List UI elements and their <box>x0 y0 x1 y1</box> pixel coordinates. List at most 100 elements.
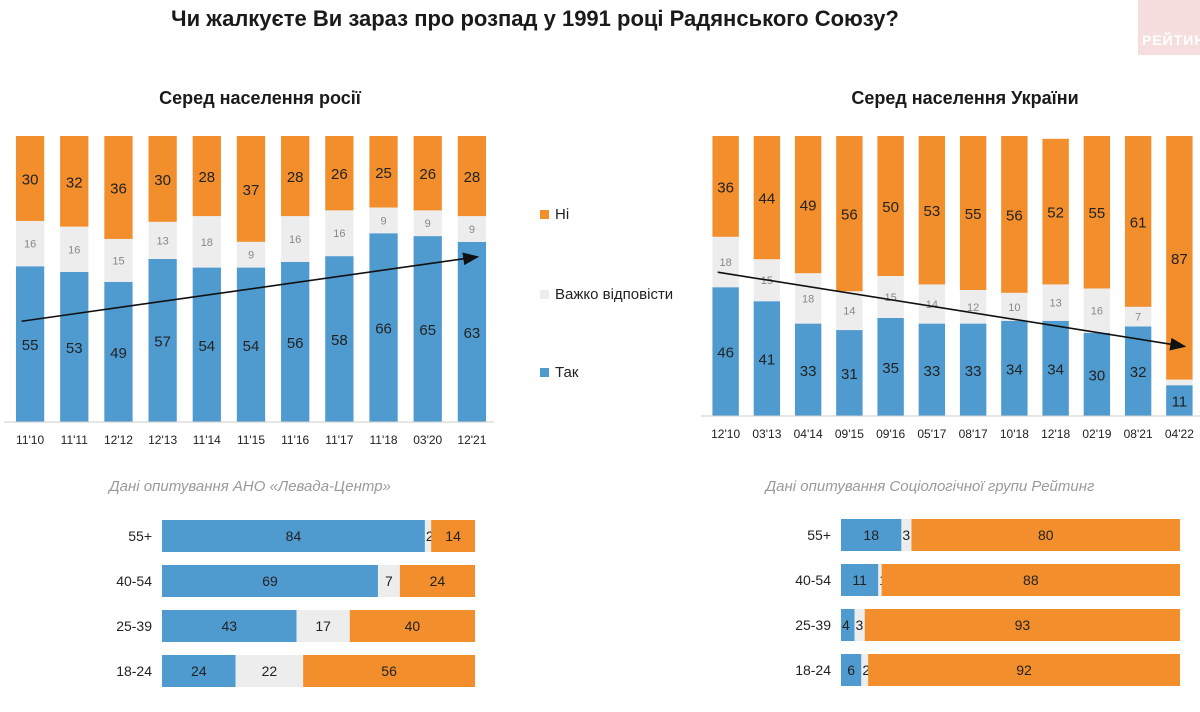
ukraine-bar-hard <box>1042 284 1069 321</box>
ukraine-bar-yes <box>918 323 946 416</box>
russia-age-label-no: 14 <box>445 528 461 544</box>
russia-x-tick: 11'10 <box>16 433 44 447</box>
ukraine-age-bar-hard <box>901 519 912 551</box>
russia-bar-yes <box>148 258 177 422</box>
russia-bar-no <box>60 136 89 227</box>
russia-label-yes: 55 <box>22 337 39 354</box>
russia-bar-hard <box>148 221 177 259</box>
ukraine-age-label-no: 92 <box>1016 662 1032 678</box>
legend-swatch-hard <box>540 290 549 299</box>
russia-bar-yes <box>457 241 487 422</box>
russia-age-bar-yes <box>162 655 236 687</box>
ukraine-bar-hard <box>836 291 863 331</box>
russia-label-no: 28 <box>198 169 215 186</box>
ukraine-label-yes: 33 <box>924 363 941 380</box>
russia-label-no: 30 <box>154 172 171 189</box>
ukraine-label-hard: 18 <box>802 293 814 305</box>
legend-label-no: Ні <box>555 206 570 223</box>
ukraine-label-no: 53 <box>924 203 941 220</box>
ukraine-bar-yes <box>836 330 863 416</box>
ukraine-age-label-no: 80 <box>1038 527 1054 543</box>
ukraine-bar-no <box>877 136 904 276</box>
russia-bar-hard <box>236 241 266 268</box>
russia-label-hard: 9 <box>248 250 254 262</box>
russia-label-hard: 16 <box>289 234 301 246</box>
legend-label-hard: Важко відповісти <box>555 286 674 303</box>
russia-label-no: 37 <box>243 182 260 199</box>
russia-x-tick: 11'14 <box>193 433 221 447</box>
russia-x-tick: 11'11 <box>61 433 89 447</box>
ukraine-bar-hard <box>794 273 822 324</box>
ukraine-age-label-yes: 11 <box>852 572 867 588</box>
ukraine-age-bar-yes <box>841 564 879 596</box>
ukraine-x-tick: 04'22 <box>1165 427 1194 441</box>
russia-label-hard: 9 <box>380 215 386 227</box>
russia-bar-hard <box>413 210 442 237</box>
ukraine-x-tick: 03'13 <box>752 427 781 441</box>
logo-text: РЕЙТИНГ <box>1142 32 1200 48</box>
ukraine-x-tick: 02'19 <box>1082 427 1111 441</box>
russia-bar-hard <box>60 226 89 272</box>
ukraine-bar-no <box>753 136 781 260</box>
ukraine-age-age-label: 40-54 <box>795 572 831 588</box>
ukraine-x-tick: 05'17 <box>917 427 946 441</box>
russia-age-label-yes: 24 <box>191 663 207 679</box>
ukraine-label-yes: 46 <box>717 345 734 362</box>
russia-x-tick: 12'12 <box>104 433 133 447</box>
ukraine-label-no: 87 <box>1171 251 1188 268</box>
russia-bar-no <box>15 136 45 221</box>
russia-age-bar-no <box>349 610 475 642</box>
ukraine-chart-title: Серед населення України <box>851 88 1079 108</box>
ukraine-bar-hard <box>877 276 904 318</box>
ukraine-age-label-no: 88 <box>1023 572 1039 588</box>
russia-label-yes: 57 <box>154 333 171 350</box>
ukraine-bar-no <box>1083 136 1111 289</box>
ukraine-bar-yes <box>959 323 987 416</box>
legend-swatch-yes <box>540 368 549 377</box>
ukraine-bar-yes <box>1166 385 1193 416</box>
ukraine-age-age-label: 55+ <box>807 527 831 543</box>
ukraine-age-label-hard: 3 <box>856 617 864 633</box>
russia-bar-yes <box>236 267 266 422</box>
russia-label-no: 28 <box>464 169 481 186</box>
ukraine-x-tick: 08'17 <box>959 427 988 441</box>
ukraine-age-bar-hard <box>878 564 882 596</box>
russia-label-hard: 16 <box>24 239 36 251</box>
russia-bar-hard <box>325 210 354 257</box>
ukraine-label-hard: 14 <box>926 299 938 311</box>
russia-label-hard: 9 <box>469 224 475 236</box>
russia-label-yes: 63 <box>464 325 481 342</box>
ukraine-label-no: 56 <box>841 207 858 224</box>
russia-trend-arrow <box>21 252 480 323</box>
ukraine-label-yes: 33 <box>965 363 982 380</box>
ukraine-label-no: 56 <box>1006 207 1023 224</box>
legend-item-no: Ні <box>540 206 569 223</box>
ukraine-x-tick: 10'18 <box>1000 427 1029 441</box>
russia-label-yes: 53 <box>66 340 83 357</box>
russia-bar-no <box>236 136 266 242</box>
ukraine-age-label-yes: 18 <box>863 527 879 543</box>
ukraine-label-hard: 15 <box>761 275 773 287</box>
ukraine-trend-arrow <box>717 271 1187 351</box>
legend-item-yes: Так <box>540 364 578 381</box>
ukraine-age-label-yes: 4 <box>842 617 850 633</box>
ukraine-age-bar-no <box>911 519 1180 551</box>
ukraine-label-no: 52 <box>1047 205 1064 222</box>
russia-label-no: 25 <box>375 165 392 182</box>
legend-label-yes: Так <box>555 364 579 381</box>
russia-age-label-yes: 84 <box>286 528 302 544</box>
ukraine-x-tick: 12'10 <box>711 427 740 441</box>
ukraine-label-yes: 33 <box>800 363 817 380</box>
ukraine-age-bar-hard <box>854 609 865 641</box>
ukraine-label-hard: 15 <box>885 292 897 304</box>
russia-bar-hard <box>104 238 133 282</box>
ukraine-label-yes: 32 <box>1130 364 1147 381</box>
russia-bar-no <box>192 136 221 217</box>
ukraine-bar-hard <box>1124 306 1152 327</box>
ukraine-x-tick: 09'15 <box>835 427 864 441</box>
ukraine-age-bar-yes <box>841 519 902 551</box>
russia-x-tick: 12'21 <box>457 433 486 447</box>
russia-age-label-hard: 17 <box>315 618 331 634</box>
